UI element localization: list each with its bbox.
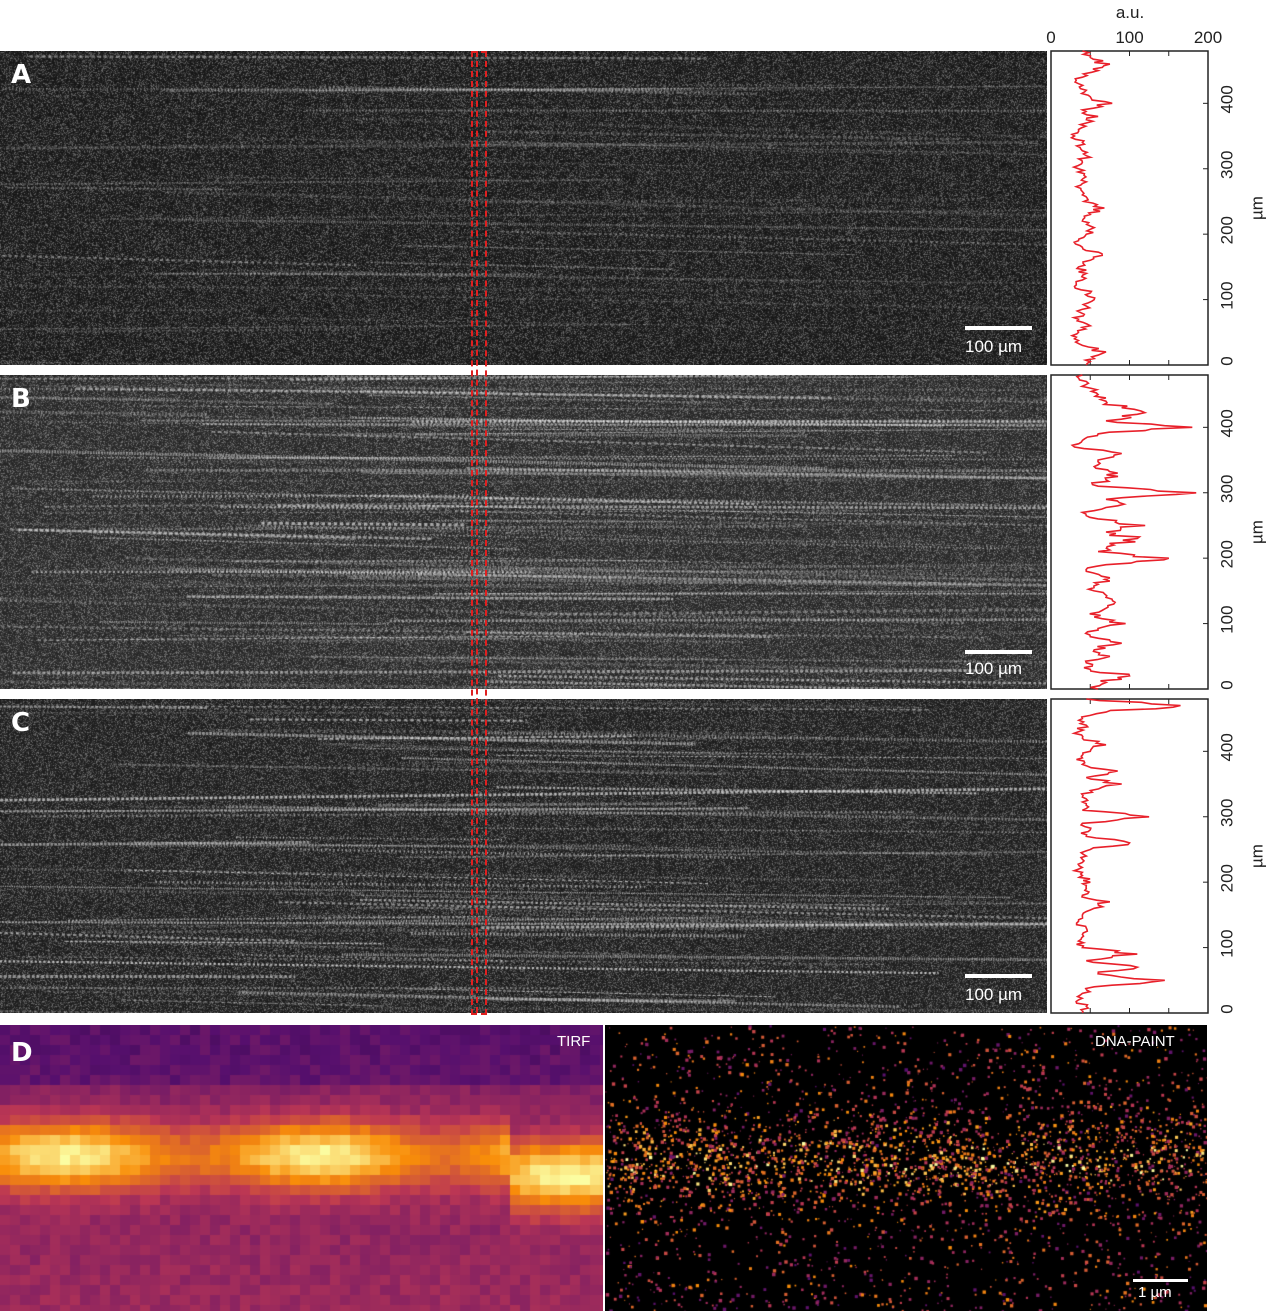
scale-bar-label-d: 1 µm <box>1138 1284 1172 1301</box>
profile-line-c <box>1071 698 1181 1014</box>
y-axis-label: µm <box>1247 196 1266 220</box>
tirf-title: TIRF <box>557 1033 591 1050</box>
y-tick-label: 0 <box>1217 1004 1236 1013</box>
y-tick-label: 200 <box>1217 540 1236 568</box>
y-tick-label: 300 <box>1217 799 1236 827</box>
profile-line-a <box>1069 50 1113 366</box>
scale-bar-a <box>965 326 1032 330</box>
plot-frame-2 <box>1050 698 1209 1014</box>
panel-label-c: C <box>11 708 31 738</box>
y-axis-label: µm <box>1247 844 1266 868</box>
roi-box <box>471 51 487 1015</box>
y-tick-label: 100 <box>1217 281 1236 309</box>
scale-bar-label-a: 100 µm <box>965 337 1023 356</box>
micrograph-b <box>0 375 1047 689</box>
y-tick-label: 0 <box>1217 356 1236 365</box>
y-tick-label: 200 <box>1217 864 1236 892</box>
y-tick-label: 300 <box>1217 151 1236 179</box>
roi-center-line <box>476 51 478 1013</box>
scale-bar-b <box>965 650 1032 654</box>
y-tick-label: 100 <box>1217 929 1236 957</box>
y-tick-label: 400 <box>1217 409 1236 437</box>
plot-frame-1 <box>1050 374 1209 690</box>
y-tick-label: 100 <box>1217 605 1236 633</box>
micrograph-a <box>0 51 1047 365</box>
x-axis-label: a.u. <box>1116 3 1144 22</box>
x-tick-label: 100 <box>1115 28 1143 47</box>
y-tick-label: 400 <box>1217 85 1236 113</box>
profile-line-b <box>1070 374 1197 690</box>
scale-bar-label-c: 100 µm <box>965 985 1023 1004</box>
dna-paint-image <box>605 1025 1207 1311</box>
tirf-image <box>0 1025 603 1311</box>
scale-bar-d <box>1133 1279 1188 1282</box>
y-tick-label: 300 <box>1217 475 1236 503</box>
x-tick-label: 200 <box>1194 28 1222 47</box>
scale-bar-label-b: 100 µm <box>965 659 1023 678</box>
panel-label-b: B <box>11 384 31 414</box>
y-tick-label: 200 <box>1217 216 1236 244</box>
scale-bar-c <box>965 974 1032 978</box>
micrograph-c <box>0 699 1047 1013</box>
panel-label-d: D <box>11 1038 33 1068</box>
y-axis-label: µm <box>1247 520 1266 544</box>
y-tick-label: 400 <box>1217 733 1236 761</box>
panel-label-a: A <box>11 60 32 90</box>
dna-paint-title: DNA-PAINT <box>1095 1033 1175 1050</box>
y-tick-label: 0 <box>1217 680 1236 689</box>
x-tick-label: 0 <box>1046 28 1055 47</box>
